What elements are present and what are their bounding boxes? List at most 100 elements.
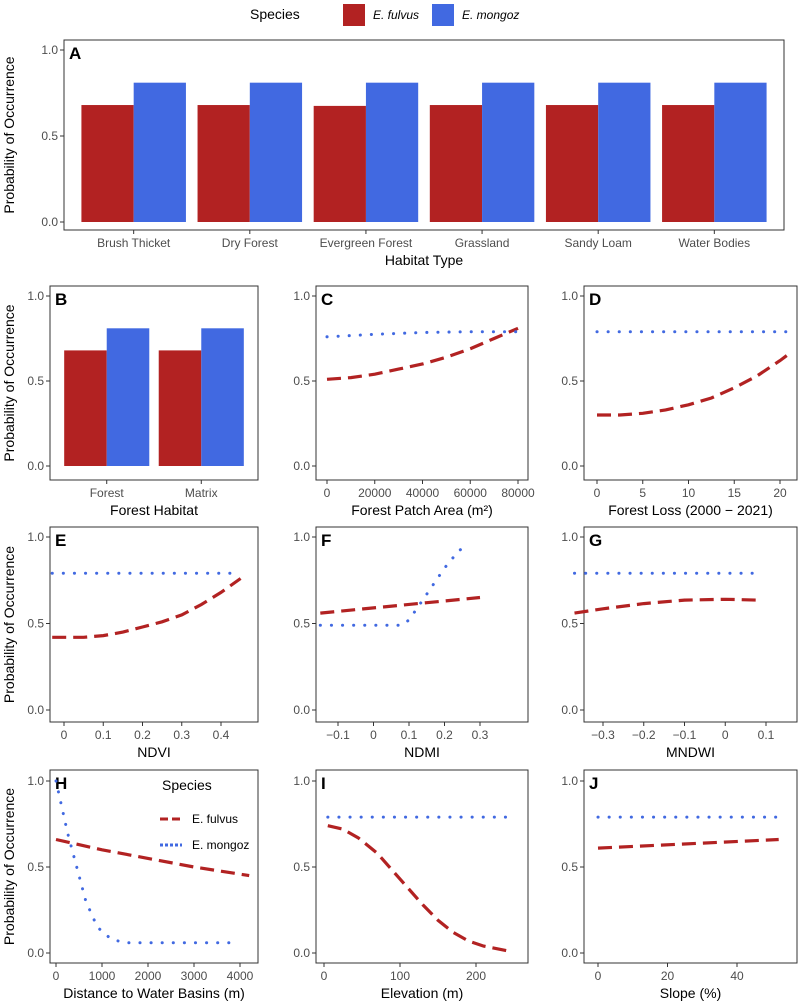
x-axis-title: Distance to Water Basins (m)	[63, 985, 245, 1001]
y-tick-label: 0.0	[27, 946, 44, 960]
x-tick-label: 20000	[358, 486, 392, 500]
x-tick-label: 0.4	[213, 728, 230, 742]
panel-label: E	[55, 531, 66, 550]
x-axis-title: Forest Patch Area (m²)	[351, 502, 493, 518]
y-tick-label: 0.0	[293, 459, 310, 473]
x-tick-label: 15	[728, 486, 742, 500]
x-tick-label: 40000	[406, 486, 440, 500]
panel-legend-label: E. fulvus	[192, 812, 238, 826]
x-tick-label: 4000	[227, 969, 254, 983]
x-tick-label: −0.1	[673, 728, 697, 742]
panel-label: A	[69, 44, 81, 63]
x-tick-label: −0.3	[591, 728, 615, 742]
legend-key-e-mongoz	[432, 4, 454, 26]
panel-f: F 0.0 0.5 1.0 −0.1 0 0.1 0.2 0.3 NDMI	[293, 526, 529, 760]
y-tick-label: 0.5	[293, 617, 310, 631]
y-tick-label: 1.0	[561, 530, 578, 544]
line-e-fulvus	[320, 595, 481, 615]
x-tick-label: Dry Forest	[222, 236, 279, 250]
bar-e-fulvus	[158, 350, 202, 466]
y-tick-label: 0.0	[41, 215, 58, 229]
bar-e-mongoz	[133, 82, 186, 223]
panel-c: C 0.0 0.5 1.0 0 20000 40000 60000 80000 Forest Pa…	[293, 285, 535, 518]
x-tick-label: 0	[321, 969, 328, 983]
x-tick-label: 0.1	[758, 728, 775, 742]
x-tick-label: 0.3	[472, 728, 489, 742]
line-e-fulvus	[326, 326, 519, 381]
y-tick-label: 1.0	[41, 43, 58, 57]
y-tick-label: 0.5	[27, 374, 44, 388]
y-tick-label: 0.0	[293, 946, 310, 960]
x-axis-title: Slope (%)	[660, 985, 721, 1001]
x-tick-label: 0	[53, 969, 60, 983]
y-tick-label: 0.5	[27, 860, 44, 874]
x-tick-label: −0.1	[326, 728, 350, 742]
x-axis-title: Habitat Type	[385, 252, 464, 268]
panel-label: B	[55, 290, 67, 309]
y-tick-label: 0.0	[561, 703, 578, 717]
panel-border	[315, 526, 529, 723]
x-tick-label: 10	[682, 486, 696, 500]
line-e-fulvus	[55, 837, 250, 878]
y-tick-label: 0.5	[27, 617, 44, 631]
panel-border	[315, 769, 529, 964]
x-tick-label: −0.2	[632, 728, 656, 742]
bar-e-fulvus	[545, 105, 599, 222]
y-tick-label: 0.0	[293, 703, 310, 717]
panel-border	[583, 285, 798, 481]
x-tick-label: 200	[466, 969, 486, 983]
y-tick-label: 0.5	[293, 374, 310, 388]
bar-e-mongoz	[482, 82, 535, 223]
panel-label: J	[589, 774, 598, 793]
panel-e: E 0.0 0.5 1.0 Probability of Occurrence 0 0.1 0…	[1, 526, 259, 760]
y-axis-title: Probability of Occurrence	[1, 304, 17, 461]
x-tick-label: 20	[773, 486, 787, 500]
x-axis-title: MNDWI	[666, 744, 715, 760]
bar-e-mongoz	[598, 82, 651, 223]
y-tick-label: 1.0	[27, 774, 44, 788]
x-tick-label: 0.2	[134, 728, 151, 742]
x-tick-label: 0	[722, 728, 729, 742]
y-axis-title: Probability of Occurrence	[1, 788, 17, 945]
x-axis-title: Forest Loss (2000 − 2021)	[608, 502, 773, 518]
panel-b: B 0.0 0.5 1.0 Probability of Occurrence Fores…	[1, 285, 259, 518]
x-axis-title: NDMI	[404, 744, 440, 760]
x-tick-label: 5	[639, 486, 646, 500]
panel-border	[583, 769, 798, 964]
y-tick-label: 0.0	[561, 459, 578, 473]
panel-h: H 0.0 0.5 1.0 Probability of Occurrence 0 1000…	[1, 769, 259, 1001]
bar-e-fulvus	[662, 105, 715, 222]
panel-border	[315, 285, 529, 481]
bar-e-fulvus	[81, 105, 134, 222]
x-tick-label: 0.2	[436, 728, 453, 742]
legend-label-e-mongoz: E. mongoz	[462, 8, 519, 22]
bar-e-mongoz	[106, 328, 150, 466]
y-tick-label: 0.0	[27, 459, 44, 473]
x-tick-label: 0.1	[401, 728, 418, 742]
x-tick-label: 1000	[89, 969, 116, 983]
x-tick-label: 0	[61, 728, 68, 742]
bar-e-mongoz	[714, 82, 767, 223]
legend-title: Species	[250, 6, 300, 22]
y-axis-title: Probability of Occurrence	[1, 56, 17, 213]
x-tick-label: Evergreen Forest	[320, 236, 413, 250]
legend-key-e-fulvus	[343, 4, 365, 26]
bar-e-fulvus	[429, 105, 483, 222]
bar-e-mongoz	[249, 82, 303, 223]
x-tick-label: 0	[594, 486, 601, 500]
x-tick-label: 2000	[135, 969, 162, 983]
x-tick-label: 80000	[501, 486, 535, 500]
x-tick-label: Forest	[90, 486, 125, 500]
panel-a: A 0.0 0.5 1.0 Probability of Occurrence Brush…	[1, 39, 785, 268]
x-tick-label: Grassland	[455, 236, 510, 250]
y-tick-label: 1.0	[561, 774, 578, 788]
y-tick-label: 1.0	[27, 289, 44, 303]
x-tick-label: 0.1	[95, 728, 112, 742]
y-tick-label: 1.0	[561, 289, 578, 303]
panel-label: G	[589, 531, 602, 550]
y-tick-label: 1.0	[293, 774, 310, 788]
panel-border	[583, 526, 798, 723]
x-tick-label: 60000	[454, 486, 488, 500]
